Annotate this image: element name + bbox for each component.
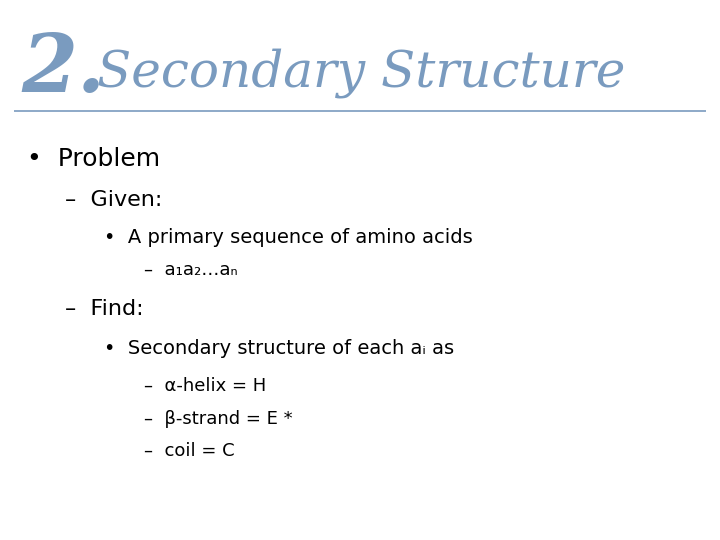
Text: •  Problem: • Problem — [27, 147, 161, 171]
Text: •  A primary sequence of amino acids: • A primary sequence of amino acids — [104, 228, 473, 247]
Text: 2.: 2. — [22, 31, 106, 109]
Text: –  Given:: – Given: — [65, 190, 162, 210]
Text: –  α-helix = H: – α-helix = H — [144, 377, 266, 395]
Text: Secondary Structure: Secondary Structure — [97, 48, 626, 98]
Text: –  β-strand = E *: – β-strand = E * — [144, 409, 292, 428]
Text: –  a₁a₂…aₙ: – a₁a₂…aₙ — [144, 261, 238, 279]
Text: –  Find:: – Find: — [65, 299, 143, 319]
Text: •  Secondary structure of each aᵢ as: • Secondary structure of each aᵢ as — [104, 339, 454, 358]
Text: –  coil = C: – coil = C — [144, 442, 235, 460]
